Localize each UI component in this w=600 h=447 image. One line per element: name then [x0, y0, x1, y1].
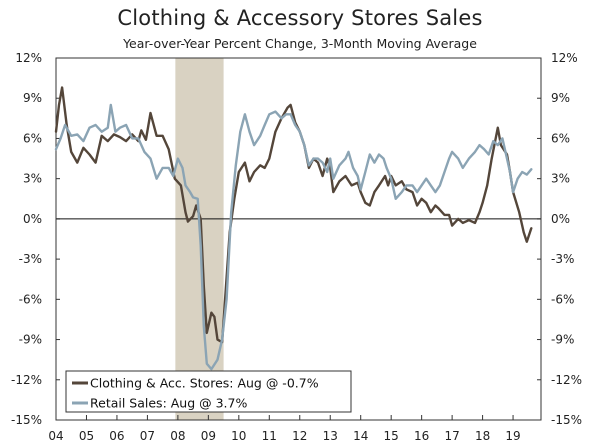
y-axis-right: 12% 9% 6% 3% 0% -3% -6% -9% -12% -15%: [551, 51, 582, 427]
x-tick-label: 10: [231, 429, 246, 443]
x-tick-label: 16: [414, 429, 429, 443]
x-tick-label: 08: [170, 429, 185, 443]
x-tick-label: 05: [79, 429, 94, 443]
y-tick-label-right: 12%: [551, 51, 578, 65]
y-tick-label-left: 3%: [23, 172, 42, 186]
y-tick-label-right: -12%: [551, 373, 582, 387]
x-tick-label: 04: [48, 429, 63, 443]
series-line-retail: [54, 103, 533, 371]
x-tick-label: 06: [109, 429, 124, 443]
y-tick-label-right: -15%: [551, 413, 582, 427]
chart-subtitle: Year-over-Year Percent Change, 3-Month M…: [123, 36, 477, 51]
y-tick-label-left: -3%: [19, 252, 42, 266]
y-tick-label-left: -6%: [19, 292, 42, 306]
y-tick-label-right: 9%: [551, 91, 570, 105]
legend-label-clothing: Clothing & Acc. Stores: Aug @ -0.7%: [90, 376, 319, 391]
y-tick-label-right: 3%: [551, 172, 570, 186]
x-tick-label: 19: [505, 429, 520, 443]
series-layer: [54, 86, 533, 371]
y-tick-label-left: -9%: [19, 333, 42, 347]
x-tick-label: 09: [201, 429, 216, 443]
x-tick-label: 12: [292, 429, 307, 443]
y-tick-label-right: 6%: [551, 131, 570, 145]
y-tick-label-left: 9%: [23, 91, 42, 105]
x-tick-label: 18: [475, 429, 490, 443]
chart-title: Clothing & Accessory Stores Sales: [117, 6, 483, 30]
y-tick-label-right: -9%: [551, 333, 574, 347]
x-tick-label: 17: [444, 429, 459, 443]
legend: Clothing & Acc. Stores: Aug @ -0.7% Reta…: [65, 370, 352, 413]
legend-box: [65, 370, 352, 413]
y-tick-label-left: 0%: [23, 212, 42, 226]
x-axis: 04 05 06 07 08 09 10 11 12 13 14 15 16 17 18 19: [48, 429, 520, 443]
y-tick-label-left: -12%: [11, 373, 42, 387]
x-tick-label: 13: [323, 429, 338, 443]
x-tick-label: 15: [384, 429, 399, 443]
y-tick-label-left: -15%: [11, 413, 42, 427]
x-tick-label: 11: [262, 429, 277, 443]
legend-label-retail: Retail Sales: Aug @ 3.7%: [90, 396, 247, 411]
x-tick-label: 14: [353, 429, 368, 443]
y-axis-left: 12% 9% 6% 3% 0% -3% -6% -9% -12% -15%: [11, 51, 42, 427]
y-tick-label-right: 0%: [551, 212, 570, 226]
x-tick-label: 07: [140, 429, 155, 443]
y-tick-label-right: -3%: [551, 252, 574, 266]
axis-ticks: [55, 57, 541, 421]
y-tick-label-left: 12%: [15, 51, 42, 65]
y-tick-label-left: 6%: [23, 131, 42, 145]
y-tick-label-right: -6%: [551, 292, 574, 306]
plot-frame: [55, 57, 542, 421]
